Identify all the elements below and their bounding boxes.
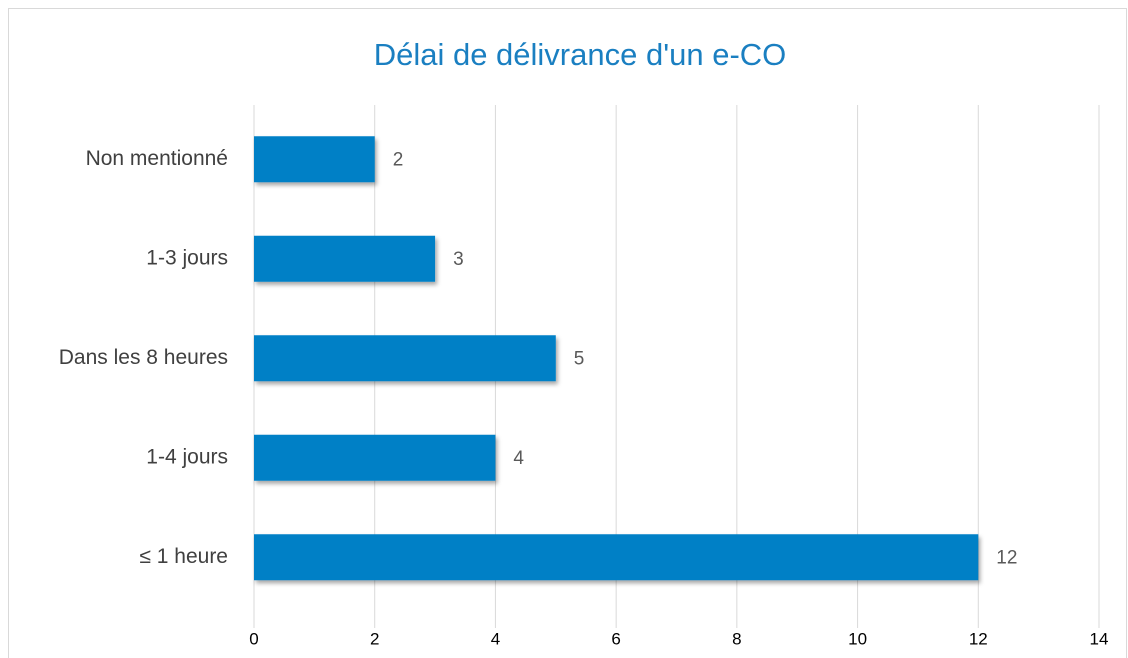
value-label: 4 (513, 448, 524, 469)
value-label: 2 (393, 149, 404, 170)
x-tick-label: 6 (611, 629, 620, 648)
x-tick-label: 12 (969, 629, 988, 648)
bar (254, 534, 979, 581)
x-tick-label: 2 (370, 629, 379, 648)
value-label: 12 (996, 547, 1017, 568)
x-tick-label: 8 (732, 629, 741, 648)
chart-title: Délai de délivrance d'un e-CO (374, 37, 787, 72)
y-tick-label: 1-3 jours (146, 246, 228, 269)
y-tick-label: ≤ 1 heure (139, 545, 228, 568)
value-label: 5 (574, 348, 585, 369)
y-tick-label: Dans les 8 heures (59, 346, 228, 369)
bar (254, 235, 436, 282)
x-tick-label: 10 (848, 629, 867, 648)
y-tick-label: Non mentionné (86, 147, 228, 170)
x-tick-label: 0 (249, 629, 258, 648)
bar (254, 136, 375, 183)
y-tick-label: 1-4 jours (146, 445, 228, 468)
value-label: 3 (453, 249, 464, 270)
bar (254, 335, 556, 382)
bar (254, 434, 496, 481)
x-tick-label: 4 (491, 629, 500, 648)
x-tick-label: 14 (1090, 629, 1109, 648)
